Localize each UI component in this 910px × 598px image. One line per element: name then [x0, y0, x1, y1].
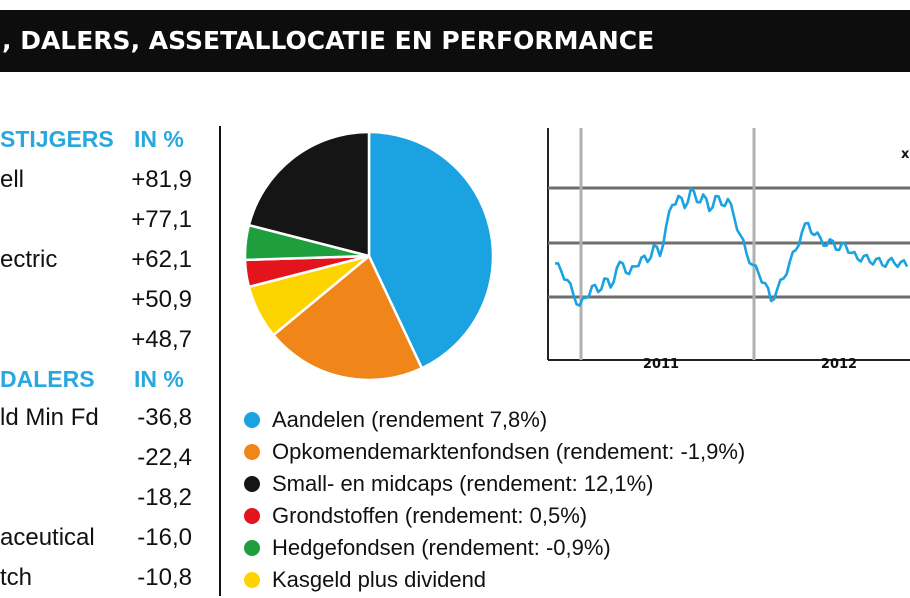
- table-row: aceutical -16,0: [0, 518, 200, 558]
- row-value: -16,0: [137, 524, 192, 551]
- performance-line-chart: 2011 2012 x: [547, 128, 910, 372]
- legend-label: Kasgeld plus dividend: [272, 567, 487, 592]
- table-row: -22,4: [0, 438, 200, 478]
- row-value: -36,8: [137, 404, 192, 431]
- row-value: -10,8: [137, 564, 192, 591]
- legend-swatch-grondstoffen: [244, 508, 260, 524]
- column-divider: [219, 126, 221, 596]
- row-name: aceutical: [0, 524, 95, 551]
- row-name: ectric: [0, 246, 58, 273]
- x-tick-label: 2012: [821, 357, 857, 372]
- performance-series-line: [554, 187, 909, 307]
- legend-label: Opkomendemarktenfondsen (rendement: -1,9…: [272, 439, 746, 464]
- legend-label: Aandelen (rendement 7,8%): [272, 407, 548, 432]
- stijgers-heading: STIJGERS: [0, 126, 114, 152]
- table-row: ectric +62,1: [0, 240, 200, 280]
- row-name: ell: [0, 166, 25, 193]
- dalers-heading: DALERS: [0, 366, 95, 392]
- legend-label: Small- en midcaps (rendement: 12,1%): [272, 471, 654, 496]
- row-value: +48,7: [131, 326, 192, 353]
- table-row: +50,9: [0, 280, 200, 320]
- table-row: +77,1: [0, 200, 200, 240]
- row-value: -22,4: [137, 444, 192, 471]
- corner-mark: x: [901, 147, 910, 162]
- row-value: +62,1: [131, 246, 192, 273]
- legend-swatch-small-midcaps: [244, 476, 260, 492]
- x-tick-label: 2011: [643, 357, 679, 372]
- legend-swatch-aandelen: [244, 412, 260, 428]
- row-value: +81,9: [131, 166, 192, 193]
- pie-slice-aandelen: [367, 130, 495, 370]
- stijgers-unit: IN %: [134, 126, 184, 152]
- legend-label: Grondstoffen (rendement: 0,5%): [272, 503, 588, 528]
- page-title-banner: , DALERS, ASSETALLOCATIE EN PERFORMANCE: [0, 10, 910, 72]
- dalers-unit: IN %: [134, 366, 184, 392]
- row-value: +77,1: [131, 206, 192, 233]
- table-row: +48,7: [0, 320, 200, 360]
- legend-swatch-hedgefondsen: [244, 540, 260, 556]
- table-row: ell +81,9: [0, 160, 200, 200]
- row-value: +50,9: [131, 286, 192, 313]
- pie-slice-opkomendemarktenfondsen: [271, 254, 424, 382]
- legend-swatch-kasgeld: [244, 572, 260, 588]
- legend-swatch-opkomende-markten: [244, 444, 260, 460]
- row-name: ld Min Fd: [0, 404, 99, 431]
- allocation-pie-chart: [243, 130, 495, 382]
- table-row: ld Min Fd -36,8: [0, 398, 200, 438]
- row-value: -18,2: [137, 484, 192, 511]
- pie-slice-small-en-midcaps: [247, 130, 371, 258]
- page-title: , DALERS, ASSETALLOCATIE EN PERFORMANCE: [2, 26, 655, 55]
- row-name: tch: [0, 564, 33, 591]
- table-row: tch -10,8: [0, 558, 200, 598]
- legend-label: Hedgefondsen (rendement: -0,9%): [272, 535, 611, 560]
- table-row: -18,2: [0, 478, 200, 518]
